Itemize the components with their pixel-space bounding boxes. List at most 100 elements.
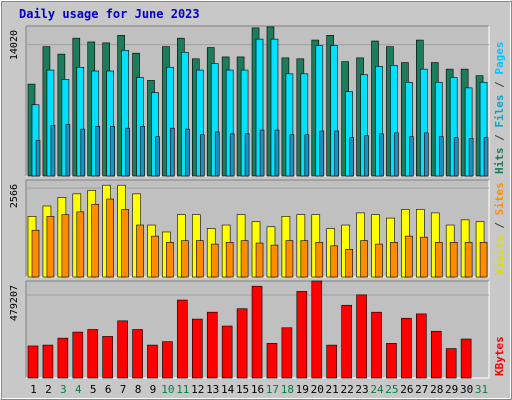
bar-kbytes-8 [132, 329, 143, 379]
bar-sites-27 [420, 236, 428, 278]
bar-pages-22 [349, 137, 354, 177]
day-label-7: 7 [120, 383, 127, 396]
bar-sites-12 [195, 240, 204, 278]
day-label-16: 16 [251, 383, 264, 396]
bar-kbytes-3 [57, 337, 69, 379]
day-label-29: 29 [445, 383, 458, 396]
day-label-8: 8 [135, 383, 142, 396]
bar-pages-25 [394, 132, 399, 177]
bar-pages-20 [319, 130, 325, 177]
bar-files-31 [479, 81, 488, 177]
bar-sites-17 [270, 244, 279, 278]
bar-files-30 [464, 87, 473, 177]
bar-kbytes-16 [251, 285, 263, 379]
bar-files-5 [91, 70, 100, 177]
bar-pages-5 [95, 126, 101, 177]
bar-sites-19 [300, 240, 309, 278]
bar-kbytes-7 [117, 320, 128, 379]
bar-files-24 [375, 66, 383, 177]
bar-pages-30 [468, 138, 474, 177]
bar-pages-3 [65, 124, 71, 177]
bar-sites-5 [91, 203, 100, 278]
bar-pages-29 [453, 137, 459, 177]
day-label-17: 17 [266, 383, 279, 396]
bar-pages-26 [409, 136, 414, 177]
bar-sites-26 [405, 235, 413, 278]
bar-files-25 [390, 65, 398, 177]
bar-pages-14 [229, 133, 235, 177]
bar-sites-10 [166, 242, 174, 278]
bar-pages-31 [483, 137, 489, 177]
day-label-5: 5 [90, 383, 97, 396]
bar-pages-9 [155, 136, 160, 177]
legend-part: Files [493, 95, 506, 128]
bar-files-4 [76, 66, 85, 177]
bar-files-21 [330, 45, 339, 177]
day-label-15: 15 [236, 383, 249, 396]
legend: Visits / Sites [493, 182, 506, 275]
day-label-4: 4 [75, 383, 82, 396]
bar-files-12 [195, 69, 204, 177]
bar-pages-11 [185, 128, 190, 177]
bar-sites-29 [449, 242, 458, 278]
panel-hits-files-pages: 14020 Hits / Files / Pages [9, 25, 506, 177]
day-labels: 1 2 3 4 5 6 7 8 9 10 11 12 13 14 15 16 17 18 19 20 21 22 23 24 2… [30, 383, 488, 396]
bar-files-22 [345, 91, 353, 177]
bar-kbytes-10 [162, 341, 173, 379]
bar-sites-3 [61, 214, 70, 278]
day-label-24: 24 [370, 383, 384, 396]
axis-max-label: 479207 [9, 285, 20, 321]
bar-files-2 [46, 69, 55, 177]
day-label-14: 14 [221, 383, 235, 396]
day-label-22: 22 [340, 383, 353, 396]
legend-part: / [493, 75, 506, 95]
day-label-6: 6 [105, 383, 112, 396]
day-label-27: 27 [415, 383, 428, 396]
bar-sites-9 [151, 235, 159, 278]
bar-sites-28 [434, 242, 443, 278]
bar-kbytes-24 [371, 311, 382, 379]
bar-pages-12 [199, 134, 205, 177]
bar-sites-1 [31, 229, 40, 278]
legend-part: Sites [493, 182, 506, 215]
bar-sites-15 [240, 240, 249, 278]
bar-pages-8 [140, 126, 145, 177]
bar-files-23 [360, 74, 368, 177]
bar-pages-28 [438, 136, 444, 177]
bar-sites-13 [210, 243, 219, 278]
axis-max-label: 2566 [9, 184, 20, 208]
bar-pages-1 [35, 140, 41, 177]
panel-visits-sites: 2566 Visits / Sites [9, 179, 506, 278]
bar-sites-20 [315, 242, 324, 278]
bar-pages-24 [379, 133, 384, 177]
bar-pages-4 [80, 128, 86, 177]
day-label-9: 9 [150, 383, 157, 396]
day-label-25: 25 [385, 383, 398, 396]
bar-files-19 [300, 73, 309, 177]
bar-pages-19 [304, 134, 310, 177]
bar-kbytes-6 [102, 336, 113, 379]
bar-kbytes-18 [281, 327, 293, 379]
bar-sites-30 [464, 242, 473, 278]
legend: KBytes [493, 336, 506, 376]
bar-kbytes-28 [430, 330, 442, 379]
bar-pages-13 [214, 131, 220, 177]
bar-sites-7 [121, 209, 129, 278]
day-label-20: 20 [311, 383, 324, 396]
day-label-26: 26 [400, 383, 413, 396]
bar-sites-8 [136, 224, 144, 278]
day-label-1: 1 [30, 383, 37, 396]
bar-files-15 [240, 69, 249, 177]
bar-files-28 [434, 81, 443, 177]
chart-title: Daily usage for June 2023 [19, 7, 200, 21]
day-label-3: 3 [60, 383, 67, 396]
bar-pages-16 [259, 129, 265, 177]
bar-sites-16 [255, 242, 264, 278]
bar-files-13 [210, 63, 219, 177]
bar-files-18 [285, 73, 294, 177]
bar-files-16 [255, 38, 264, 177]
bar-sites-22 [345, 248, 353, 278]
bar-kbytes-21 [326, 344, 338, 379]
bar-sites-31 [479, 242, 488, 278]
